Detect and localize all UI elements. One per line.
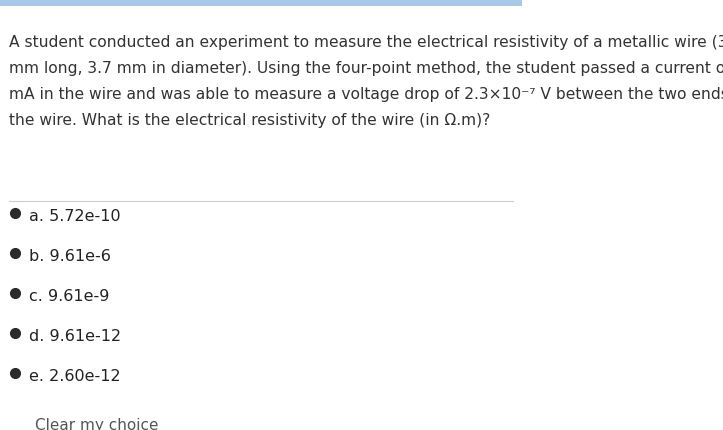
Text: mm long, 3.7 mm in diameter). Using the four-point method, the student passed a : mm long, 3.7 mm in diameter). Using the … — [9, 61, 723, 76]
Text: d. 9.61e-12: d. 9.61e-12 — [29, 329, 121, 344]
Text: the wire. What is the electrical resistivity of the wire (in Ω.m)?: the wire. What is the electrical resisti… — [9, 113, 491, 128]
Text: b. 9.61e-6: b. 9.61e-6 — [29, 249, 111, 264]
Text: mA in the wire and was able to measure a voltage drop of 2.3×10⁻⁷ V between the : mA in the wire and was able to measure a… — [9, 87, 723, 102]
FancyBboxPatch shape — [0, 0, 522, 6]
Text: Clear my choice: Clear my choice — [35, 418, 159, 430]
Text: c. 9.61e-9: c. 9.61e-9 — [29, 289, 109, 304]
Text: A student conducted an experiment to measure the electrical resistivity of a met: A student conducted an experiment to mea… — [9, 35, 723, 50]
Text: a. 5.72e-10: a. 5.72e-10 — [29, 209, 120, 224]
Text: e. 2.60e-12: e. 2.60e-12 — [29, 369, 120, 384]
